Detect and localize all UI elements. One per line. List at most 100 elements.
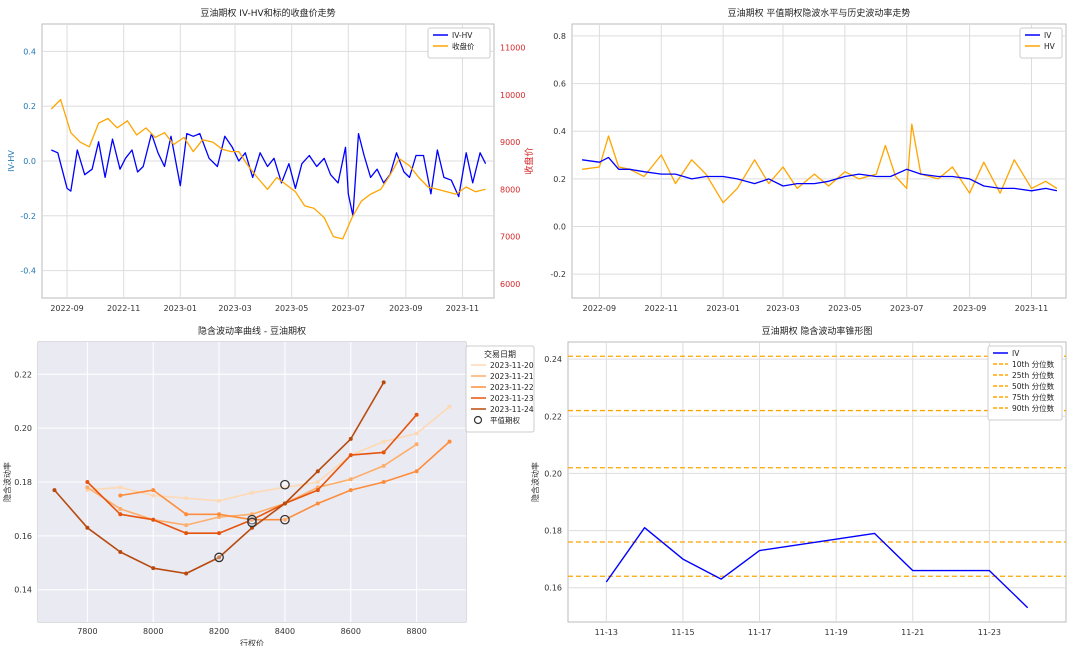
legend-label: 平值期权: [490, 415, 520, 425]
smile-point: [381, 480, 386, 484]
y-tick-label: 0.2: [553, 175, 566, 184]
smile-point: [315, 469, 320, 474]
x-tick-label: 2022-11: [107, 304, 140, 313]
y-right-tick-label: 6000: [500, 280, 520, 289]
plot-area: [567, 341, 1067, 623]
x-tick-label: 2023-03: [218, 304, 251, 313]
smile-point: [118, 485, 123, 490]
y-right-tick-label: 7000: [500, 233, 520, 242]
smile-point: [348, 488, 353, 493]
smile-point: [118, 493, 123, 498]
y-tick-label: 0.4: [23, 47, 36, 56]
x-tick-label: 8400: [275, 627, 295, 636]
y-tick-label: 0.22: [544, 412, 562, 421]
legend: IV HV: [1019, 27, 1063, 59]
x-tick-label: 11-23: [978, 628, 1001, 637]
y-tick-label: 0.16: [14, 532, 32, 541]
smile-point: [447, 404, 452, 409]
y-tick-label: 0.0: [23, 157, 36, 166]
y-axis-label: 隐含波动率: [530, 462, 540, 502]
legend-swatch: [473, 415, 483, 425]
series-line-1: [582, 156, 1058, 192]
panel-3: 7800 8000 8200 8400 8600 8800 0.14 0.16 0.18 0.20…: [2, 325, 535, 648]
smile-point: [381, 380, 386, 385]
legend: 交易日期 2023-11-20 2023-11-21 2023-11-22 2023-1…: [465, 345, 535, 433]
atm-marker: [247, 514, 257, 525]
legend-label: 2023-11-23: [490, 394, 534, 403]
x-tick-label: 2023-09: [953, 304, 986, 313]
smile-point: [217, 555, 222, 560]
y-tick-label: 0.14: [14, 586, 32, 595]
smile-point: [315, 480, 320, 484]
smile-point: [184, 496, 189, 501]
legend-label: IV: [1012, 349, 1020, 358]
legend-label: 90th 分位数: [1012, 403, 1055, 413]
x-tick-label: 11-21: [901, 628, 924, 637]
legend-title: 交易日期: [484, 349, 516, 359]
legend-label: 25th 分位数: [1012, 370, 1055, 380]
smile-point: [414, 469, 419, 474]
smile-point: [85, 525, 90, 530]
y-tick-label: 0.16: [544, 584, 562, 593]
y-right-axis-label: 收盘价: [523, 147, 535, 174]
legend-label: IV: [1044, 31, 1052, 40]
y-tick-label: -0.4: [20, 267, 36, 276]
smile-point: [151, 517, 156, 522]
legend-box: [1019, 27, 1063, 59]
chart-title: 豆油期权 平值期权隐波水平与历史波动率走势: [728, 7, 911, 19]
y-tick-label: 0.18: [544, 527, 562, 536]
legend-label: 2023-11-20: [490, 361, 534, 370]
y-tick-label: 0.20: [14, 424, 32, 433]
y-tick-label: -0.2: [550, 270, 566, 279]
legend-label: 50th 分位数: [1012, 381, 1055, 391]
plot-area: [571, 23, 1067, 299]
chart-title: 隐含波动率曲线 - 豆油期权: [198, 325, 306, 337]
x-tick-label: 2022-09: [583, 304, 616, 313]
legend-label: 2023-11-21: [490, 372, 534, 381]
y-tick-label: 0.24: [544, 355, 562, 364]
series-line-1: [51, 132, 487, 217]
x-tick-label: 7800: [77, 627, 97, 636]
smile-point: [151, 566, 156, 571]
atm-marker: [280, 514, 290, 525]
smile-point: [348, 453, 353, 458]
y-axis-label: IV-HV: [7, 150, 16, 172]
iv-line: [605, 527, 1029, 609]
legend-label: 10th 分位数: [1012, 359, 1055, 369]
legend-label: 75th 分位数: [1012, 392, 1055, 402]
smile-point: [151, 488, 156, 493]
atm-marker: [280, 479, 290, 490]
atm-marker: [247, 517, 257, 528]
y-axis-label: 隐含波动率: [2, 462, 12, 502]
y-tick-label: 0.0: [553, 223, 566, 232]
legend-label: IV-HV: [452, 31, 473, 40]
panel-4: 11-13 11-15 11-17 11-19 11-21 11-23 0.16 0.18 0.…: [530, 325, 1067, 637]
smile-point: [184, 523, 189, 528]
y-right-tick-label: 9000: [500, 138, 520, 147]
y-tick-label: 0.4: [553, 127, 566, 136]
smile-point: [414, 442, 419, 447]
x-tick-label: 11-15: [671, 628, 694, 637]
x-tick-label: 2023-05: [275, 304, 308, 313]
smile-point: [282, 517, 287, 522]
legend-label: 2023-11-22: [490, 383, 534, 392]
smile-point: [381, 450, 386, 455]
series-line-2: [50, 98, 486, 240]
legend-label: 2023-11-24: [490, 405, 534, 414]
x-tick-label: 2022-09: [50, 304, 83, 313]
smile-point: [250, 490, 254, 495]
smile-point: [381, 439, 386, 444]
smile-point: [118, 512, 123, 517]
smile-point: [414, 412, 419, 417]
x-axis-label: 行权价: [240, 638, 264, 646]
y-tick-label: 0.22: [14, 370, 32, 379]
chart-title: 豆油期权 IV-HV和标的收盘价走势: [200, 7, 335, 19]
series-line-2: [582, 123, 1058, 204]
chart-title: 豆油期权 隐含波动率锥形图: [762, 325, 873, 337]
x-tick-label: 8600: [341, 627, 361, 636]
y-right-tick-label: 8000: [500, 185, 520, 194]
smile-point: [118, 506, 123, 511]
smile-point: [447, 439, 452, 444]
